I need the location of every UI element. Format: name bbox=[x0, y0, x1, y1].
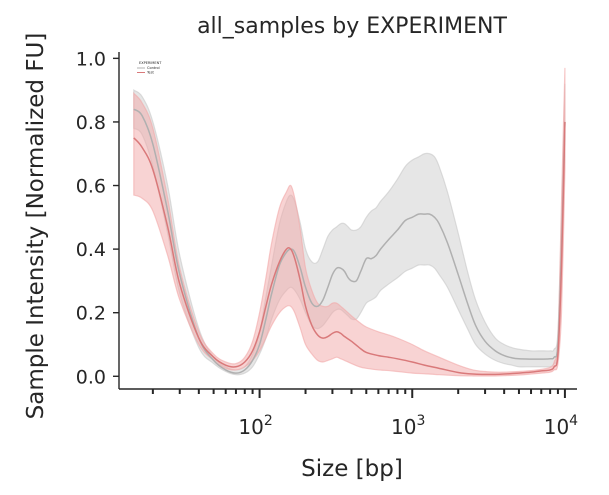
series-lines bbox=[133, 108, 566, 376]
legend-title: EXPERIMENT bbox=[139, 61, 162, 65]
axes-frame bbox=[118, 52, 577, 390]
x-tick-label: 103 bbox=[391, 413, 425, 439]
plot-area bbox=[133, 67, 566, 377]
y-axis-label: Sample Intensity [Normalized FU] bbox=[23, 33, 49, 420]
y-tick-label: 0.2 bbox=[76, 303, 106, 325]
series-line-control bbox=[133, 108, 566, 374]
y-tick-label: 0.0 bbox=[76, 366, 106, 388]
y-tick-label: 1.0 bbox=[76, 48, 106, 70]
series-line-test bbox=[133, 121, 566, 376]
y-tick-label: 0.6 bbox=[76, 176, 106, 198]
x-axis-ticks: 102 103 104 bbox=[151, 389, 578, 439]
y-tick-label: 0.4 bbox=[76, 239, 106, 261]
chart-title: all_samples by EXPERIMENT bbox=[197, 14, 507, 39]
x-axis-label: Size [bp] bbox=[301, 456, 403, 482]
legend-label-test: Test bbox=[146, 71, 155, 75]
confidence-bands bbox=[133, 67, 566, 377]
series-band-test bbox=[133, 67, 566, 377]
x-tick-label: 104 bbox=[544, 413, 578, 439]
y-axis-ticks: 0.0 0.2 0.4 0.6 0.8 1.0 bbox=[76, 48, 119, 388]
y-tick-label: 0.8 bbox=[76, 112, 106, 134]
x-tick-label: 102 bbox=[238, 413, 272, 439]
legend-label-control: Control bbox=[147, 66, 160, 70]
